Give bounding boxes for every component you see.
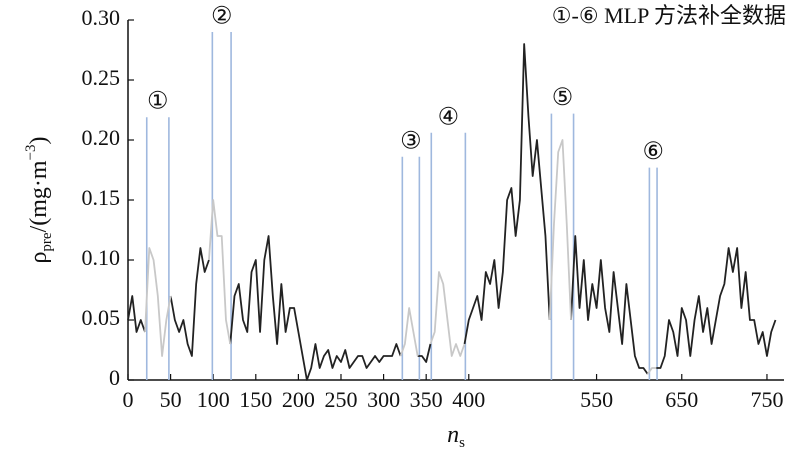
label-part: /(mg·m — [26, 160, 52, 232]
label-part: ρ — [26, 252, 52, 264]
x-tick-label: 300 — [367, 387, 400, 412]
y-axis-label: ρpre/(mg·m−3) — [23, 136, 55, 263]
label-part: ) — [26, 136, 52, 144]
series-line — [127, 43, 777, 381]
annotation: ①-⑥ MLP 方法补全数据 — [552, 3, 786, 28]
y-tick-label: 0 — [109, 365, 120, 390]
x-tick-label: 50 — [160, 387, 182, 412]
y-tick-label: 0.05 — [82, 305, 121, 330]
label-part: pre — [39, 232, 55, 251]
y-tick-label: 0.10 — [82, 245, 121, 270]
marker-label: ⑤ — [552, 85, 574, 111]
x-axis-label: ns — [447, 422, 465, 452]
marker-label: ① — [147, 89, 169, 115]
marker-label: ③ — [400, 128, 422, 154]
marker-label: ② — [211, 4, 233, 30]
label-part: s — [459, 435, 465, 451]
x-tick-label: 550 — [580, 387, 613, 412]
y-tick-label: 0.25 — [82, 65, 121, 90]
y-tick-label: 0.20 — [82, 125, 121, 150]
x-tick-label: 150 — [239, 387, 272, 412]
x-tick-label: 200 — [282, 387, 315, 412]
y-tick-label: 0.30 — [82, 5, 121, 30]
x-tick-label: 400 — [452, 387, 485, 412]
label-part: n — [447, 422, 459, 448]
y-tick-label: 0.15 — [82, 185, 121, 210]
label-part: −3 — [23, 144, 39, 160]
x-tick-label: 0 — [123, 387, 134, 412]
x-tick-label: 650 — [665, 387, 698, 412]
x-tick-label: 250 — [324, 387, 357, 412]
series-line — [144, 139, 657, 375]
x-tick-label: 100 — [197, 387, 230, 412]
x-tick-label: 350 — [410, 387, 443, 412]
marker-label: ④ — [438, 104, 460, 130]
marker-label: ⑥ — [642, 139, 664, 165]
x-tick-label: 750 — [750, 387, 783, 412]
